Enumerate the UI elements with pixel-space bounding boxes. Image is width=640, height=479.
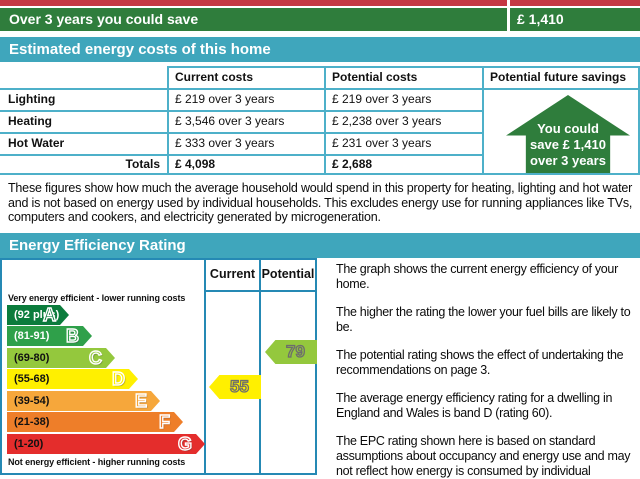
savings-summary-divider (507, 8, 510, 31)
heating-current-cost: £ 3,546 over 3 years (175, 114, 285, 128)
chart-bottom-label: Not energy efficient - higher running co… (8, 457, 186, 467)
chart-column-line-1 (204, 260, 206, 473)
savings-summary-row: Over 3 years you could save £ 1,410 (0, 8, 640, 31)
band-c-letter: C (89, 348, 102, 368)
band-g: (1-20) G (7, 434, 205, 454)
band-a: (92 plus) A (7, 305, 69, 325)
band-d-range: (55-68) (14, 373, 50, 385)
costs-section-header: Estimated energy costs of this home (0, 37, 640, 62)
savings-summary-value: £ 1,410 (517, 11, 564, 27)
table-row-border-3 (0, 154, 484, 156)
rating-paragraph-1: The graph shows the current energy effic… (336, 262, 618, 291)
band-b-letter: B (66, 326, 79, 346)
band-g-letter: G (177, 434, 192, 454)
row-label-hot-water: Hot Water (8, 136, 65, 150)
band-b-range: (81-91) (14, 330, 50, 342)
band-c-range: (69-80) (14, 352, 50, 364)
chart-top-label: Very energy efficient - lower running co… (8, 293, 186, 303)
band-a-range: (92 plus) (14, 309, 60, 321)
potential-rating-marker: 79 (265, 340, 317, 364)
hot-water-potential-cost: £ 231 over 3 years (332, 136, 432, 150)
savings-house-line2: save £ 1,410 (530, 137, 606, 152)
table-row-border-1 (0, 110, 484, 112)
table-row-border-2 (0, 132, 484, 134)
band-e-letter: E (134, 391, 147, 411)
band-c: (69-80) C (7, 348, 115, 368)
band-d-letter: D (112, 369, 125, 389)
current-rating-value: 55 (229, 376, 249, 396)
table-right-border (638, 66, 640, 175)
rating-section-header: Energy Efficiency Rating (0, 233, 640, 258)
table-vline-2 (324, 66, 326, 175)
totals-potential-cost: £ 2,688 (332, 157, 373, 171)
table-header-border (0, 88, 640, 90)
energy-efficiency-chart: Current Potential Very energy efficient … (0, 258, 317, 475)
costs-footnote: These figures show how much the average … (8, 181, 633, 224)
table-vline-1 (167, 66, 169, 175)
totals-label: Totals (125, 157, 160, 171)
clipped-header-row (0, 0, 640, 6)
lighting-potential-cost: £ 219 over 3 years (332, 92, 432, 106)
chart-column-potential: Potential (261, 267, 315, 281)
current-rating-marker: 55 (209, 375, 261, 399)
table-vline-3 (482, 66, 484, 175)
savings-house-callout: You could save £ 1,410 over 3 years (506, 95, 630, 173)
chart-column-current: Current (209, 267, 256, 281)
band-f-letter: F (159, 412, 170, 432)
heating-potential-cost: £ 2,238 over 3 years (332, 114, 442, 128)
rating-paragraph-5: The EPC rating shown here is based on st… (336, 434, 631, 478)
column-header-future-savings: Potential future savings (490, 70, 627, 84)
band-d: (55-68) D (7, 369, 138, 389)
band-e: (39-54) E (7, 391, 160, 411)
lighting-current-cost: £ 219 over 3 years (175, 92, 275, 106)
row-label-lighting: Lighting (8, 92, 56, 106)
table-bottom-border (0, 173, 640, 175)
band-b: (81-91) B (7, 326, 92, 346)
rating-explanation-column: The graph shows the current energy effic… (336, 262, 636, 479)
chart-header-underline (204, 290, 315, 292)
potential-rating-value: 79 (285, 341, 305, 361)
band-f-range: (21-38) (14, 416, 50, 428)
table-top-border (167, 66, 640, 68)
costs-section-title: Estimated energy costs of this home (9, 41, 271, 58)
band-e-range: (39-54) (14, 395, 50, 407)
savings-summary-label: Over 3 years you could save (9, 11, 199, 27)
rating-section-title: Energy Efficiency Rating (9, 237, 186, 254)
chart-column-line-2 (259, 260, 261, 473)
rating-paragraph-3: The potential rating shows the effect of… (336, 348, 624, 377)
clipped-header-divider (507, 0, 510, 6)
band-f: (21-38) F (7, 412, 183, 432)
band-g-range: (1-20) (14, 438, 44, 450)
rating-paragraph-2: The higher the rating the lower your fue… (336, 305, 631, 334)
band-a-letter: A (43, 305, 56, 325)
savings-house-line1: You could (537, 121, 599, 136)
hot-water-current-cost: £ 333 over 3 years (175, 136, 275, 150)
savings-house-line3: over 3 years (530, 153, 606, 168)
rating-paragraph-4: The average energy efficiency rating for… (336, 391, 613, 420)
row-label-heating: Heating (8, 114, 53, 128)
column-header-potential-costs: Potential costs (332, 70, 418, 84)
totals-current-cost: £ 4,098 (175, 157, 216, 171)
column-header-current-costs: Current costs (175, 70, 254, 84)
